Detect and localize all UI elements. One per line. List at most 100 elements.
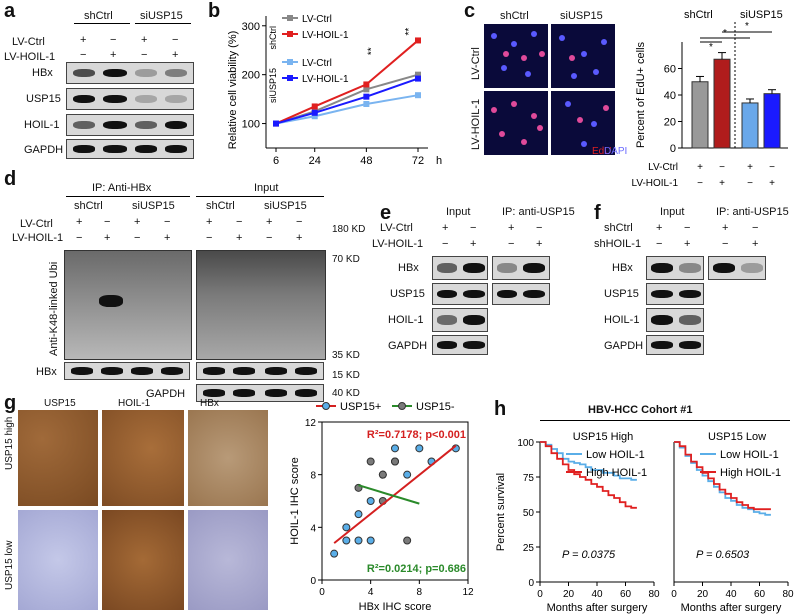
western-blot <box>492 256 550 280</box>
group-underline <box>74 23 130 24</box>
legend-label: High HOIL-1 <box>586 467 647 479</box>
group-label: shCtrl <box>206 200 235 212</box>
stain-label-edu: EdU <box>592 146 612 157</box>
blot-label: HOIL-1 <box>388 314 424 326</box>
blot-label: GAPDH <box>24 144 64 156</box>
sign: − <box>134 232 141 244</box>
x-tick-label: 72 <box>412 155 424 167</box>
group-label: siUSP15 <box>264 200 307 212</box>
group-label-shctrl: shCtrl <box>84 10 113 22</box>
panel-b-chart: 100 200 300 6 24 48 72 h Relative cell viability… <box>227 14 442 167</box>
y-tick-label: 12 <box>305 418 317 429</box>
sign: + <box>134 216 141 228</box>
data-point <box>363 93 370 100</box>
legend-label: USP15- <box>416 401 455 413</box>
data-point <box>354 510 363 519</box>
x-axis-label: HBx IHC score <box>359 601 432 613</box>
panel-h-survival: 0 20 40 60 80 0 25 50 75 100 Percent survival Month… <box>495 431 794 614</box>
data-point <box>415 444 424 453</box>
data-point <box>311 103 318 110</box>
condition-label: LV-HOIL-1 <box>12 232 64 244</box>
y-axis-label: HOIL-1 IHC score <box>289 457 301 544</box>
survival-curve <box>674 441 771 511</box>
x-axis-label: Months after surgery <box>681 602 782 614</box>
group-label: siUSP15 <box>740 9 783 21</box>
sign: + <box>508 222 515 234</box>
blot-label: GAPDH <box>604 340 644 352</box>
panel-g-scatter: 0 4 8 12 0 4 8 12 HBx IHC score HOIL-1 IHC score U… <box>289 401 474 613</box>
sign: + <box>76 216 83 228</box>
western-blot <box>66 139 194 159</box>
condition-label: LV-Ctrl <box>648 162 678 173</box>
x-tick-label: 20 <box>563 589 575 600</box>
x-tick-label: 40 <box>591 589 603 600</box>
x-tick-label: 0 <box>671 589 677 600</box>
ihc-image <box>188 510 268 610</box>
blot-label: HBx <box>32 67 53 79</box>
significance-marker: ** <box>404 28 415 36</box>
sign: + <box>684 238 691 250</box>
data-point <box>391 457 399 466</box>
western-blot <box>196 362 324 380</box>
y-tick-label: 0 <box>670 143 676 155</box>
ubiquitin-smear-ip <box>64 250 192 360</box>
western-blot <box>432 283 488 305</box>
row-label: USP15 low <box>4 540 15 590</box>
x-tick-label: 80 <box>648 589 660 600</box>
x-tick-label: 40 <box>725 589 737 600</box>
blot-label: HOIL-1 <box>604 314 640 326</box>
sign: + <box>719 178 725 189</box>
sign: − <box>722 238 729 250</box>
western-blot <box>196 384 324 402</box>
sign: − <box>470 222 477 234</box>
data-point <box>415 92 421 99</box>
cohort-underline <box>540 420 790 421</box>
western-blot <box>432 256 488 280</box>
y-axis-label: Percent survival <box>495 473 507 551</box>
western-blot <box>646 283 704 305</box>
western-blot <box>66 62 194 84</box>
ihc-image <box>102 410 184 506</box>
data-point <box>311 113 318 120</box>
ubiquitin-smear-input <box>196 250 326 360</box>
sign: + <box>747 162 753 173</box>
mw-marker: 35 KD <box>332 350 360 361</box>
x-tick-label: 8 <box>417 587 423 598</box>
group-label: siUSP15 <box>268 68 278 103</box>
cohort-title: HBV-HCC Cohort #1 <box>588 404 693 416</box>
x-tick-label: 6 <box>273 155 279 167</box>
sign: − <box>110 34 117 46</box>
data-point <box>403 536 412 545</box>
legend-marker <box>287 59 293 65</box>
legend-label: LV-Ctrl <box>302 58 332 69</box>
legend-label: LV-Ctrl <box>302 14 332 25</box>
blot-label: HBx <box>612 262 633 274</box>
significance-marker: ** <box>366 47 377 55</box>
data-point <box>342 536 351 545</box>
legend-label: LV-HOIL-1 <box>302 30 349 41</box>
sign: − <box>104 216 111 228</box>
stats-annotation: R²=0.0214; p=0.686 <box>367 563 466 575</box>
sign: + <box>80 34 87 46</box>
panel-label-e: e <box>380 202 392 224</box>
ihc-image <box>188 410 268 506</box>
y-tick-label: 0 <box>310 576 316 587</box>
mw-marker: 15 KD <box>332 370 360 381</box>
x-axis-unit: h <box>436 155 442 167</box>
panel-label-a: a <box>4 0 16 22</box>
y-tick-label: 300 <box>242 21 260 33</box>
sign: + <box>266 216 273 228</box>
sign: + <box>752 238 759 250</box>
legend-label: Low HOIL-1 <box>720 449 779 461</box>
sign: + <box>697 162 703 173</box>
data-point <box>363 86 370 93</box>
sig-marker: * <box>723 28 727 39</box>
row-label: LV-Ctrl <box>470 47 482 80</box>
legend-marker <box>322 402 330 410</box>
col-label: HOIL-1 <box>118 398 151 409</box>
panel-label-f: f <box>594 202 601 224</box>
sign: − <box>769 162 775 173</box>
y-tick-label: 0 <box>528 578 534 589</box>
panel-label-c: c <box>464 0 476 22</box>
sign: + <box>172 49 179 61</box>
